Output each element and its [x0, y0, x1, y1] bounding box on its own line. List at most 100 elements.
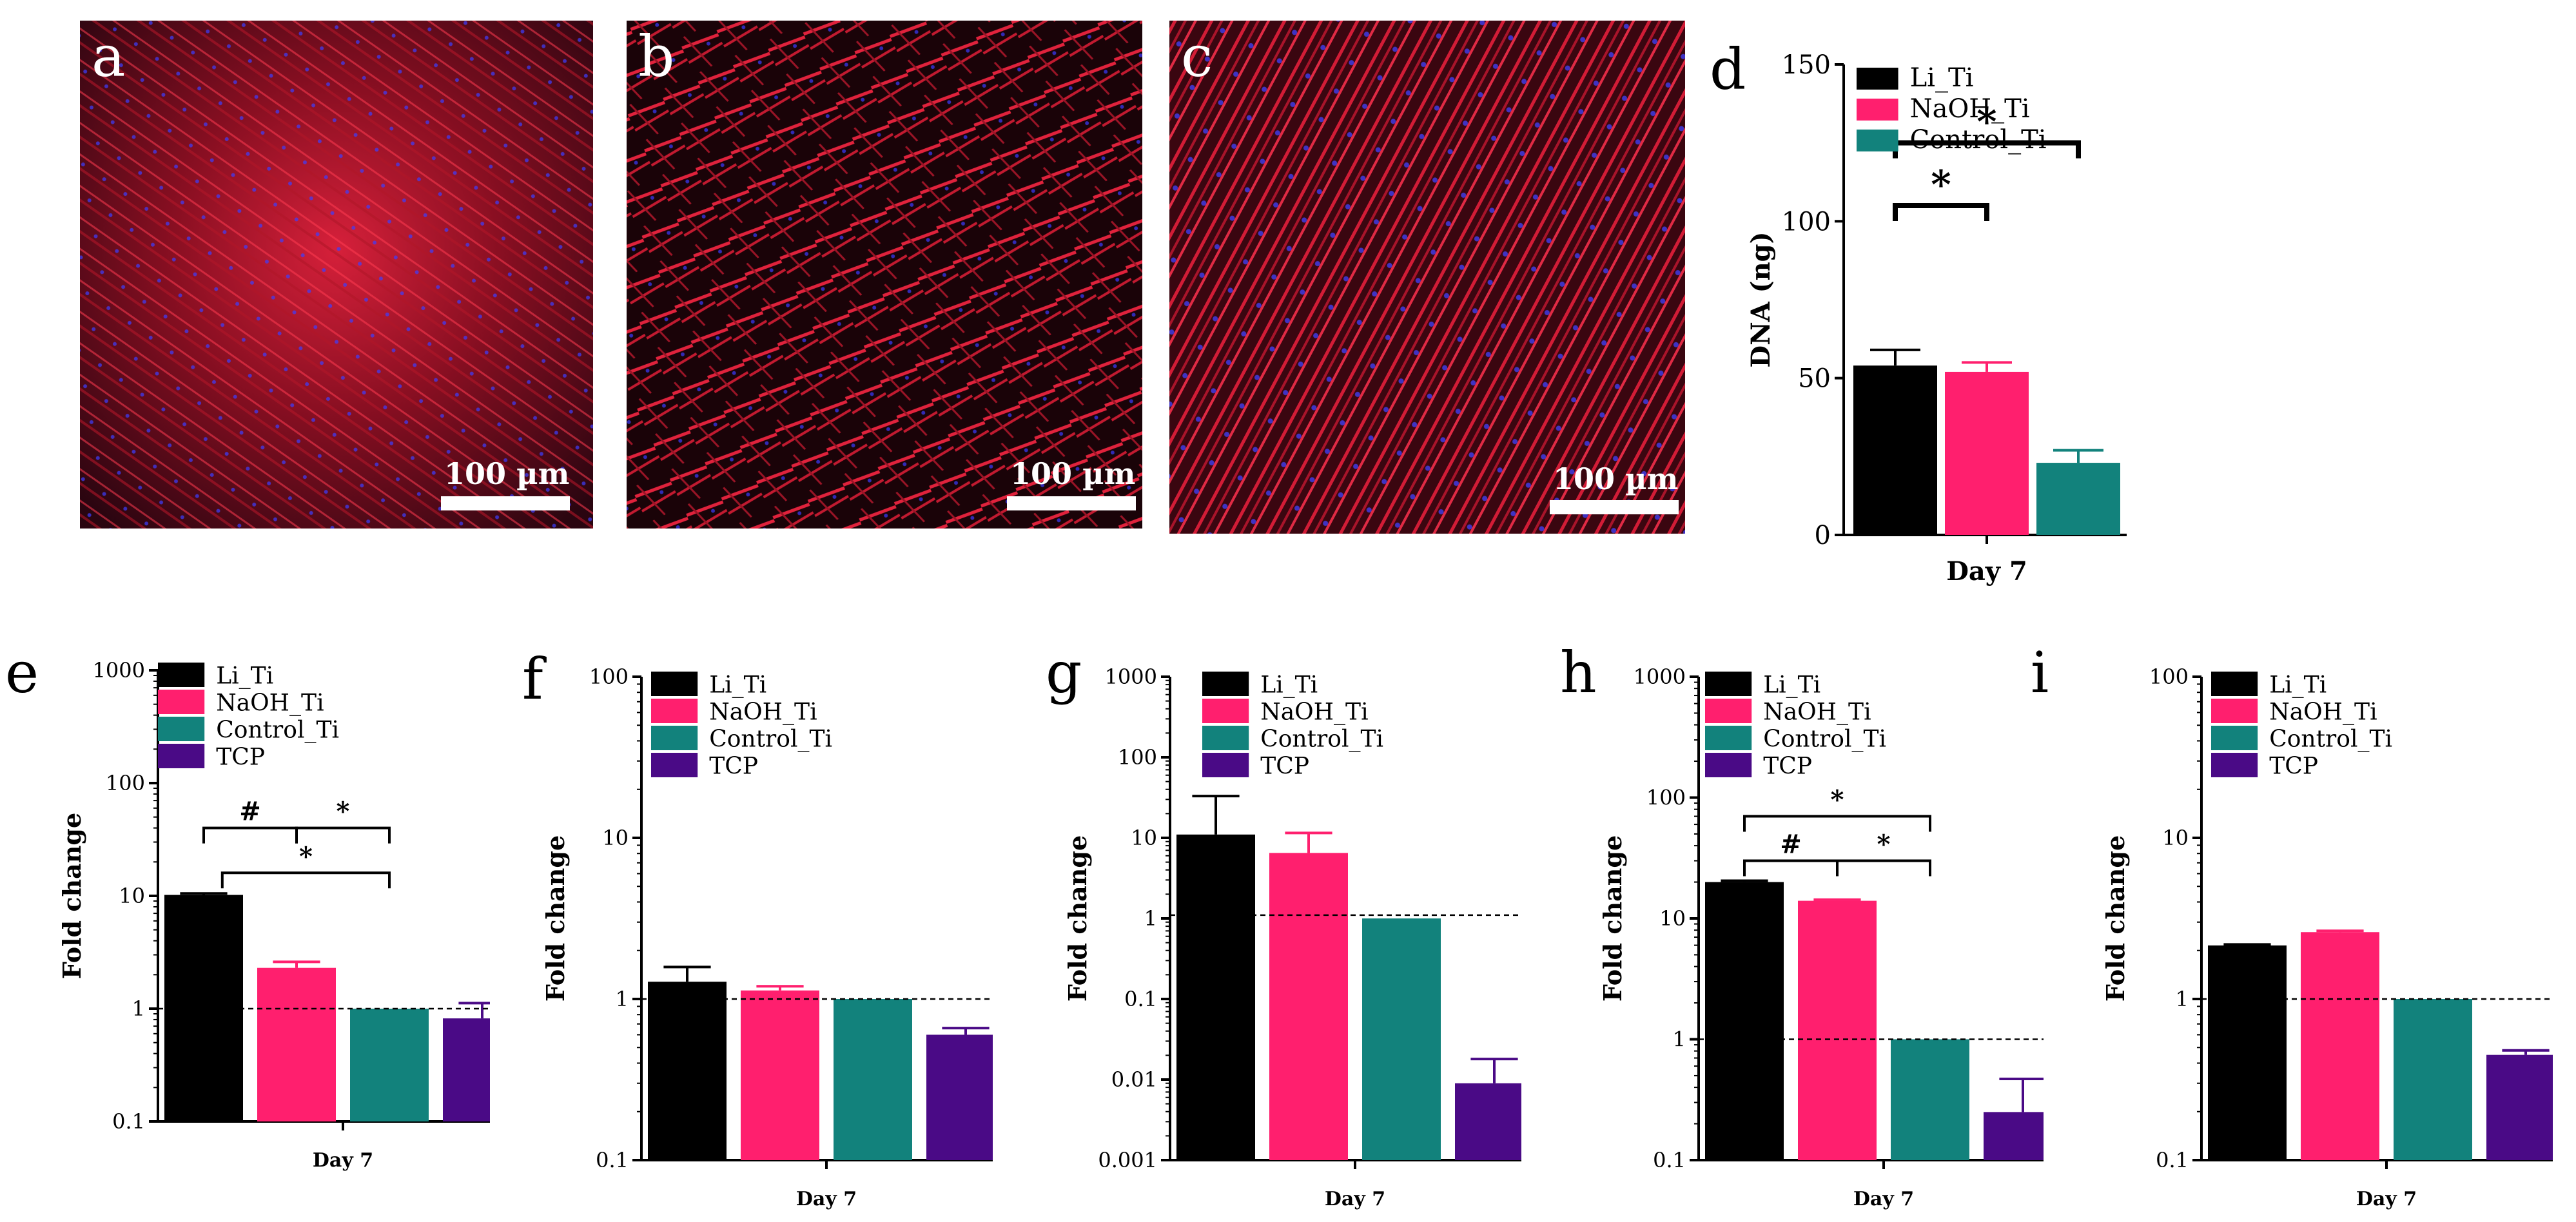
- f-legend-label-tcp: TCP: [709, 753, 758, 779]
- d-legend-swatch-li_ti: [1857, 68, 1898, 90]
- f-legend-label-control_ti: Control_Ti: [709, 726, 832, 752]
- g-y-axis-label: Fold change: [1063, 835, 1092, 1002]
- d-bar-naoh_ti: [1945, 371, 2029, 535]
- h-significance-bracket: [1836, 859, 1931, 877]
- g-legend-swatch-tcp: [1202, 753, 1249, 777]
- e-ytick-label: 10: [119, 884, 145, 908]
- i-bar-li_ti: [2208, 945, 2287, 1160]
- g-ytick-label: 0.01: [1111, 1067, 1157, 1092]
- h-significance-mark: *: [1877, 829, 1891, 860]
- panel-letter-b: b: [638, 23, 675, 90]
- f-x-axis-label: Day 7: [796, 1188, 857, 1210]
- e-x-axis-label: Day 7: [313, 1149, 373, 1172]
- micrograph-a: a 100 µm: [80, 21, 593, 529]
- g-bar-li_ti: [1176, 834, 1255, 1160]
- d-significance-mark: *: [1931, 162, 1951, 208]
- h-legend-swatch-tcp: [1705, 753, 1752, 777]
- d-ytick-label: 0: [1815, 521, 1831, 550]
- panel-letter-d: d: [1710, 36, 1746, 102]
- scale-bar-a: [441, 496, 570, 510]
- e-ytick-label: 100: [106, 771, 145, 795]
- e-legend-label-li_ti: Li_Ti: [216, 663, 273, 689]
- h-bar-tcp: [1984, 1112, 2044, 1160]
- i-ytick-label: 0.1: [2156, 1148, 2189, 1172]
- e-significance-mark: *: [337, 797, 350, 827]
- e-significance-mark: #: [239, 797, 261, 827]
- micrograph-c: c 100 µm: [1169, 21, 1685, 534]
- i-ytick-label: 100: [2149, 664, 2189, 689]
- e-legend-swatch-control_ti: [158, 717, 205, 741]
- e-ytick-label: 0.1: [112, 1109, 145, 1134]
- e-bar-naoh_ti: [257, 967, 336, 1121]
- micrograph-b: b 100 µm: [627, 21, 1142, 529]
- i-legend-swatch-control_ti: [2211, 726, 2258, 750]
- panel-letter-c: c: [1181, 23, 1213, 90]
- d-x-axis-label: Day 7: [1946, 556, 2027, 587]
- scale-label-b: 100 µm: [1010, 456, 1136, 491]
- g-bar-naoh_ti: [1269, 853, 1348, 1160]
- d-y-axis-label: DNA (ng): [1746, 231, 1776, 367]
- h-significance-bracket: [1743, 815, 1931, 832]
- micrograph-a-image: [80, 21, 593, 529]
- f-legend-label-naoh_ti: NaOH_Ti: [709, 699, 817, 725]
- i-legend-swatch-li_ti: [2211, 672, 2258, 696]
- i-legend-label-control_ti: Control_Ti: [2269, 726, 2392, 752]
- g-legend-label-naoh_ti: NaOH_Ti: [1260, 699, 1368, 725]
- h-y-axis-label: Fold change: [1598, 835, 1627, 1002]
- g-ytick-label: 1000: [1105, 664, 1157, 689]
- f-bar-naoh_ti: [741, 990, 819, 1160]
- e-legend-swatch-naoh_ti: [158, 690, 205, 714]
- micrograph-b-image: [627, 21, 1142, 529]
- h-legend-label-control_ti: Control_Ti: [1763, 726, 1886, 752]
- g-ytick-label: 10: [1131, 826, 1157, 850]
- i-legend-label-tcp: TCP: [2269, 753, 2318, 779]
- e-legend-label-naoh_ti: NaOH_Ti: [216, 690, 324, 716]
- f-ytick-label: 0.1: [596, 1148, 629, 1172]
- g-legend-swatch-naoh_ti: [1202, 699, 1249, 723]
- chart-h: 0.1 1 10 100 1000 Fold change Day 7 * # * Li_TiNaO…: [1598, 664, 2044, 1210]
- h-significance-mark: *: [1831, 785, 1844, 815]
- i-legend-swatch-tcp: [2211, 753, 2258, 777]
- g-legend-label-control_ti: Control_Ti: [1260, 726, 1383, 752]
- h-legend-label-tcp: TCP: [1763, 753, 1812, 779]
- panel-letter-h: h: [1560, 639, 1597, 706]
- e-bar-tcp: [443, 1018, 490, 1121]
- h-ytick-label: 0.1: [1653, 1148, 1686, 1172]
- d-bar-li_ti: [1853, 365, 1937, 535]
- d-significance-mark: *: [1976, 100, 1996, 145]
- f-bar-control_ti: [834, 999, 912, 1160]
- d-legend-swatch-naoh_ti: [1857, 99, 1898, 121]
- h-bar-li_ti: [1705, 882, 1784, 1160]
- d-ytick-label: 100: [1782, 207, 1831, 237]
- g-legend-swatch-li_ti: [1202, 672, 1249, 696]
- f-y-axis-label: Fold change: [541, 835, 570, 1002]
- scale-bar-c: [1550, 500, 1679, 514]
- h-x-axis-label: Day 7: [1853, 1188, 1914, 1210]
- e-bar-control_ti: [350, 1009, 429, 1121]
- h-legend-swatch-control_ti: [1705, 726, 1752, 750]
- f-ytick-label: 10: [602, 826, 629, 850]
- chart-g: 0.001 0.01 0.1 1 10 100 1000 Fold change Day 7 Li…: [1063, 664, 1521, 1210]
- i-bar-naoh_ti: [2301, 932, 2379, 1160]
- i-legend-swatch-naoh_ti: [2211, 699, 2258, 723]
- g-legend-label-li_ti: Li_Ti: [1260, 672, 1318, 698]
- i-ytick-label: 10: [2162, 826, 2189, 850]
- i-ytick-label: 1: [2176, 987, 2189, 1011]
- e-y-axis-label: Fold change: [57, 813, 86, 979]
- g-ytick-label: 0.1: [1124, 987, 1157, 1011]
- scale-label-c: 100 µm: [1553, 461, 1679, 496]
- g-x-axis-label: Day 7: [1325, 1188, 1385, 1210]
- d-legend-label-li_ti: Li_Ti: [1910, 63, 1974, 93]
- g-bar-control_ti: [1362, 918, 1441, 1160]
- f-legend-swatch-li_ti: [651, 672, 698, 696]
- e-significance-bracket: [202, 826, 298, 844]
- g-legend-swatch-control_ti: [1202, 726, 1249, 750]
- h-legend-label-naoh_ti: NaOH_Ti: [1763, 699, 1871, 725]
- e-significance-bracket: [220, 871, 391, 889]
- scale-bar-b: [1007, 496, 1136, 510]
- d-legend-label-control_ti: Control_Ti: [1910, 125, 2047, 155]
- scale-label-a: 100 µm: [444, 456, 570, 491]
- chart-f: 0.1 1 10 100 Fold change Day 7 Li_TiNaOH_TiCon…: [541, 664, 993, 1210]
- i-y-axis-label: Fold change: [2101, 835, 2130, 1002]
